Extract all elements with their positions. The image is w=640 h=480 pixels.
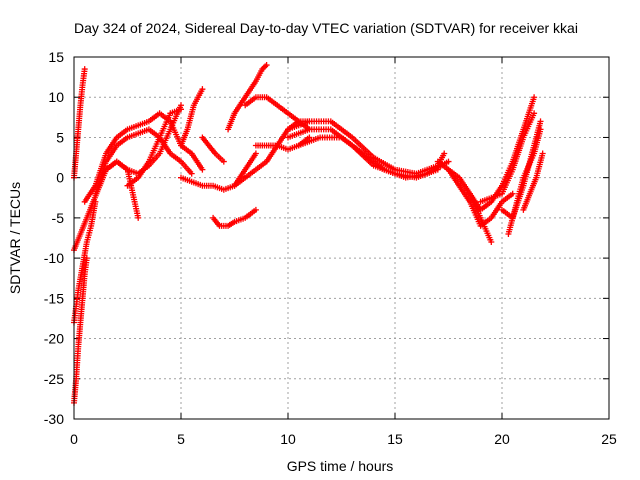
plot-frame — [73, 56, 610, 420]
series-arc-17 — [285, 118, 448, 177]
x-axis-label: GPS time / hours — [287, 458, 394, 474]
y-tick-label: 10 — [48, 89, 64, 105]
y-axis-label: SDTVAR / TECUs — [7, 182, 23, 294]
series-arc-8 — [124, 106, 184, 189]
data-point — [135, 214, 142, 221]
x-tick-label: 25 — [601, 431, 617, 447]
data-point — [220, 158, 227, 165]
data-point — [531, 94, 538, 101]
data-point — [178, 106, 184, 113]
y-tick-label: -20 — [44, 331, 64, 347]
data-point — [263, 62, 270, 69]
data-point — [445, 158, 452, 165]
data-point — [441, 150, 448, 157]
x-tick-label: 15 — [387, 431, 403, 447]
data-point — [188, 170, 195, 177]
y-tick-label: -30 — [44, 411, 64, 427]
y-axis-ticks: -30 -25 -20 -15 -10 -5 0 5 10 15 — [44, 49, 609, 427]
data-point — [537, 126, 544, 133]
chart-title: Day 324 of 2024, Sidereal Day-to-day VTE… — [74, 20, 578, 36]
data-point — [539, 150, 546, 157]
series-arc-26 — [520, 150, 546, 213]
y-tick-label: 5 — [56, 129, 64, 145]
data-point — [252, 206, 259, 213]
series-arc-5 — [81, 110, 206, 205]
data-point — [81, 66, 88, 73]
x-tick-label: 5 — [177, 431, 185, 447]
x-tick-label: 0 — [70, 431, 78, 447]
y-tick-label: -5 — [52, 210, 65, 226]
data-point — [199, 166, 206, 173]
data-point — [252, 150, 259, 157]
y-tick-label: 0 — [56, 170, 64, 186]
y-tick-label: 15 — [48, 49, 64, 65]
series-arc-13 — [225, 62, 270, 133]
series-arc-11 — [199, 134, 227, 165]
data-point — [531, 110, 538, 117]
series-arc-10 — [178, 86, 206, 149]
series-arc-25 — [505, 126, 544, 237]
series-arc-1 — [71, 66, 88, 181]
series-arc-21 — [445, 166, 516, 229]
y-tick-label: -25 — [44, 371, 64, 387]
x-tick-label: 20 — [494, 431, 510, 447]
series-arc-15 — [242, 94, 313, 133]
y-tick-label: -15 — [44, 290, 64, 306]
y-tick-label: -10 — [44, 250, 64, 266]
data-point — [488, 239, 495, 246]
data-point — [199, 86, 206, 93]
data-point — [509, 190, 516, 197]
data-points — [71, 62, 546, 406]
x-tick-label: 10 — [280, 431, 296, 447]
series-arc-23 — [477, 110, 538, 205]
series-arc-12 — [210, 206, 259, 229]
data-point — [537, 118, 544, 125]
series-arc-4 — [71, 158, 142, 254]
